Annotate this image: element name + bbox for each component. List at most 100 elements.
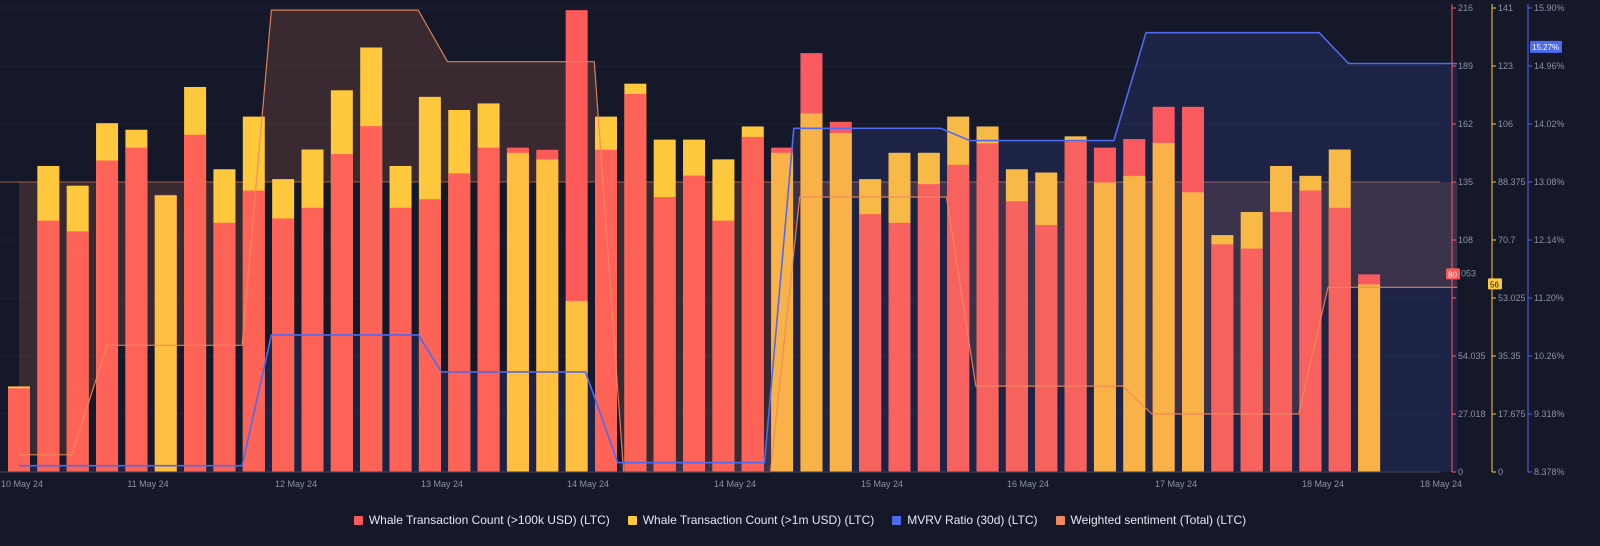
yellow-value-badge-text: 56 [1490, 280, 1499, 289]
bar-whale-1m [1152, 142, 1175, 472]
bar-whale-1m [1182, 192, 1204, 472]
bar-overlay [1240, 212, 1263, 472]
mvrv-tick-label: 8.378% [1534, 467, 1565, 477]
yellow-tick-label: 53.025 [1498, 293, 1526, 303]
bar-whale-1m [771, 152, 794, 473]
red-tick-label: 162 [1458, 119, 1473, 129]
mvrv-tick-label: 9.318% [1534, 409, 1565, 419]
bar-whale-1m [506, 152, 529, 473]
bar-whale-100k [917, 184, 940, 473]
legend-item-whale-100k[interactable]: Whale Transaction Count (>100k USD) (LTC… [353, 513, 610, 527]
mvrv-tick-label: 11.20% [1534, 293, 1564, 303]
bar-whale-100k [1270, 212, 1293, 472]
bar-whale-100k [477, 147, 500, 472]
x-tick-label: 12 May 24 [275, 479, 317, 489]
red-tick-label: 216 [1458, 3, 1473, 13]
bar-overlay [1005, 169, 1028, 472]
bar-whale-100k [947, 164, 970, 472]
bar-overlay [1328, 149, 1351, 472]
yellow-tick-label: 88.375 [1498, 177, 1526, 187]
legend-item-sentiment[interactable]: Weighted sentiment (Total) (LTC) [1055, 513, 1247, 527]
x-tick-label: 13 May 24 [421, 479, 463, 489]
legend-label: Whale Transaction Count (>1m USD) (LTC) [642, 513, 875, 527]
bar-whale-100k [213, 222, 236, 472]
mvrv-tick-label: 14.96% [1534, 61, 1565, 71]
bar-overlay [1064, 136, 1087, 472]
yellow-tick-label: 35.35 [1498, 351, 1521, 361]
bar-overlay [829, 121, 852, 472]
bar-overlay [1358, 274, 1381, 472]
legend-swatch-red [353, 515, 363, 525]
red-tick-label: 54.035 [1458, 351, 1486, 361]
bar-whale-100k [242, 190, 265, 472]
red-tick-label: 27.018 [1458, 409, 1486, 419]
bar-whale-100k [976, 143, 999, 473]
red-value-badge [1446, 268, 1460, 280]
red-tick-label: 189 [1458, 61, 1473, 71]
yellow-tick-label: 123 [1498, 61, 1513, 71]
bar-overlay [1152, 106, 1175, 472]
bar-whale-100k [8, 388, 30, 472]
legend-label: Whale Transaction Count (>100k USD) (LTC… [368, 513, 610, 527]
bar-overlay [1035, 172, 1058, 472]
bar-whale-100k [653, 197, 676, 472]
bar-overlay [888, 152, 911, 473]
bar-overlay [800, 53, 823, 472]
bar-whale-1m [565, 300, 588, 472]
bar-whale-100k [418, 199, 441, 472]
red-tick-label: 0 [1458, 467, 1463, 477]
x-tick-label: 18 May 24 [1420, 479, 1462, 489]
yellow-tick-label: 106 [1498, 119, 1513, 129]
bar-whale-100k [330, 154, 353, 472]
bar-whale-100k [1211, 244, 1234, 472]
bar-whale-100k [1328, 207, 1351, 472]
yellow-tick-label: 141 [1498, 3, 1513, 13]
bar-whale-1m [1123, 175, 1146, 473]
bar-whale-100k [66, 231, 89, 472]
yellow-tick-label: 70.7 [1498, 235, 1516, 245]
red-partial-label: 053 [1461, 268, 1476, 278]
mvrv-tick-label: 12.14% [1534, 235, 1565, 245]
bar-whale-100k [1035, 224, 1058, 472]
bar-whale-100k [272, 218, 295, 472]
x-tick-label: 15 May 24 [861, 479, 903, 489]
legend-item-mvrv[interactable]: MVRV Ratio (30d) (LTC) [892, 513, 1038, 527]
bar-overlay [771, 147, 794, 472]
bar-whale-100k [888, 222, 911, 472]
red-tick-label: 108 [1458, 235, 1473, 245]
bar-overlay [859, 179, 882, 473]
bar-whale-100k [301, 207, 324, 472]
bar-whale-100k [624, 93, 647, 472]
mvrv-value-badge [1530, 40, 1562, 53]
x-tick-label: 14 May 24 [714, 479, 756, 489]
x-tick-label: 18 May 24 [1302, 479, 1344, 489]
x-tick-label: 17 May 24 [1155, 479, 1197, 489]
bar-whale-100k [125, 147, 148, 472]
yellow-tick-label: 17.675 [1498, 409, 1526, 419]
bar-whale-100k [859, 214, 882, 472]
legend-item-whale-1m[interactable]: Whale Transaction Count (>1m USD) (LTC) [627, 513, 875, 527]
bar-overlay [1270, 165, 1293, 472]
legend-label: Weighted sentiment (Total) (LTC) [1070, 513, 1247, 527]
bar-whale-1m [800, 113, 823, 472]
bar-whale-100k [360, 126, 383, 473]
mvrv-tick-label: 15.90% [1534, 3, 1565, 13]
bar-whale-100k [1064, 141, 1087, 472]
mvrv-tick-label: 14.02% [1534, 119, 1565, 129]
bar-whale-100k [595, 149, 617, 472]
mvrv-tick-label: 13.08% [1534, 177, 1565, 187]
legend-label: MVRV Ratio (30d) (LTC) [907, 513, 1038, 527]
bar-whale-100k [96, 160, 119, 472]
bar-whale-100k [1299, 190, 1322, 472]
bar-whale-100k [1240, 248, 1263, 472]
mvrv-line [19, 31, 1458, 467]
bar-whale-100k [683, 175, 706, 473]
bar-whale-100k [712, 220, 735, 472]
legend-swatch-orange [1055, 515, 1065, 525]
bar-whale-1m [829, 133, 852, 472]
bar-whale-100k [389, 207, 412, 472]
bar-overlay [917, 152, 940, 473]
bar-whale-1m [154, 195, 177, 472]
bar-whale-100k [37, 220, 60, 472]
